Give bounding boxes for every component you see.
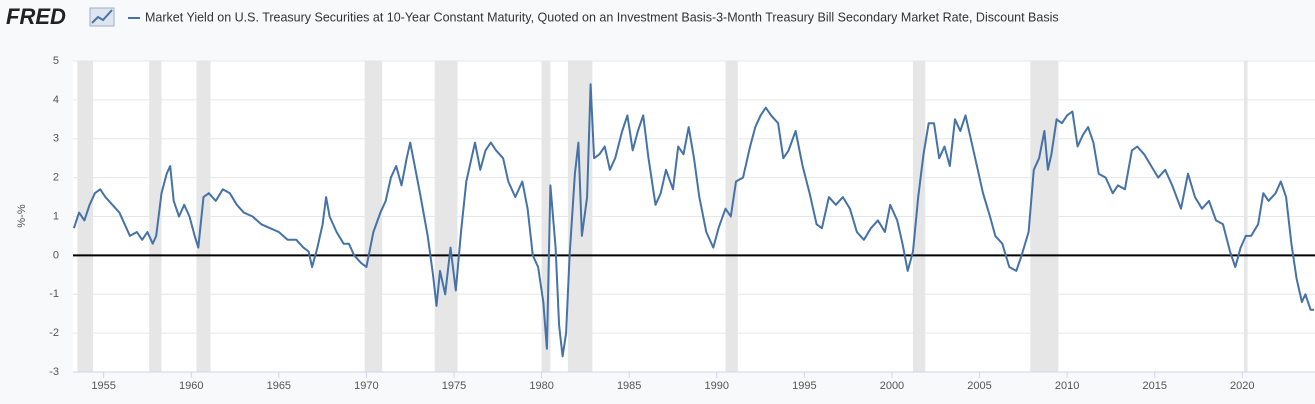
y-tick-label: 3: [53, 133, 59, 145]
y-tick-label: 4: [53, 94, 59, 106]
y-tick-label: -2: [49, 327, 59, 339]
legend-label: Market Yield on U.S. Treasury Securities…: [145, 10, 1059, 24]
data-line: [72, 83, 1315, 358]
y-tick-label: 0: [53, 249, 59, 261]
x-tick-label: 2015: [1142, 380, 1166, 392]
x-tick-label: 2005: [967, 380, 991, 392]
x-tick-label: 1975: [442, 380, 466, 392]
x-tick-label: 1960: [179, 380, 203, 392]
x-tick-label: 1965: [267, 380, 291, 392]
x-tick-label: 1980: [529, 380, 553, 392]
brand-logo: FRED: [6, 4, 66, 29]
x-tick-label: 1995: [792, 380, 816, 392]
x-tick-label: 2000: [880, 380, 904, 392]
y-axis-label: %-%: [16, 204, 28, 227]
x-tick-label: 1990: [705, 380, 729, 392]
y-tick-label: -3: [49, 366, 59, 378]
x-tick-label: 2010: [1055, 380, 1079, 392]
y-tick-label: -1: [49, 288, 59, 300]
x-tick-label: 1985: [617, 380, 641, 392]
x-tick-label: 1970: [354, 380, 378, 392]
x-tick-label: 2020: [1230, 380, 1254, 392]
x-tick-label: 1955: [91, 380, 115, 392]
logo-icon: [89, 7, 115, 27]
y-tick-label: 5: [53, 55, 59, 67]
y-tick-label: 1: [53, 210, 59, 222]
y-tick-label: 2: [53, 172, 59, 184]
